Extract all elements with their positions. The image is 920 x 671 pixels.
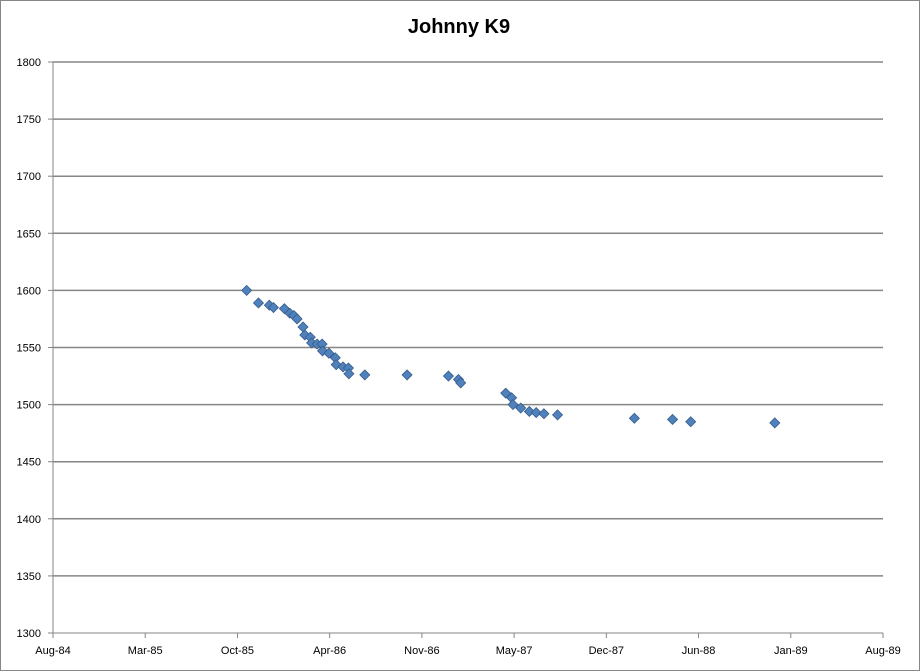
data-point xyxy=(267,301,280,314)
x-tick-label: Aug-89 xyxy=(865,645,900,657)
data-point xyxy=(507,399,519,411)
data-point xyxy=(628,412,640,424)
x-tick-label: Jun-88 xyxy=(682,645,716,657)
y-tick-label: 1550 xyxy=(17,343,41,355)
data-point xyxy=(241,284,253,296)
data-point xyxy=(769,417,781,429)
x-tick-label: May-87 xyxy=(496,645,533,657)
data-point xyxy=(523,405,535,418)
x-tick-label: Mar-85 xyxy=(128,645,163,657)
y-tick-label: 1500 xyxy=(17,400,41,412)
y-tick-label: 1800 xyxy=(17,57,41,69)
data-point xyxy=(530,407,542,419)
y-tick-label: 1600 xyxy=(17,285,41,297)
data-point xyxy=(359,369,371,381)
data-point xyxy=(538,408,550,420)
data-point xyxy=(551,409,564,421)
data-point xyxy=(291,313,303,325)
x-tick-label: Jan-89 xyxy=(774,645,808,657)
x-tick-label: Nov-86 xyxy=(404,645,439,657)
data-point xyxy=(515,402,527,414)
data-point xyxy=(685,416,697,428)
y-tick-label: 1750 xyxy=(17,114,41,126)
data-point xyxy=(442,370,455,382)
x-tick-label: Oct-85 xyxy=(221,645,254,657)
y-tick-label: 1400 xyxy=(17,514,41,526)
data-point xyxy=(323,347,335,359)
data-point xyxy=(343,368,355,380)
data-point xyxy=(401,369,413,381)
chart-title: Johnny K9 xyxy=(407,16,511,38)
data-point xyxy=(455,377,467,389)
x-tick-label: Apr-86 xyxy=(313,645,346,657)
x-tick-label: Dec-87 xyxy=(589,645,624,657)
x-tick-label: Aug-84 xyxy=(35,645,70,657)
y-tick-label: 1350 xyxy=(17,571,41,583)
data-point xyxy=(297,321,309,333)
y-tick-label: 1700 xyxy=(17,171,41,183)
data-point xyxy=(252,297,265,309)
data-point xyxy=(666,413,679,426)
y-tick-label: 1300 xyxy=(17,628,41,640)
y-tick-label: 1650 xyxy=(17,228,41,240)
y-tick-label: 1450 xyxy=(17,457,41,469)
